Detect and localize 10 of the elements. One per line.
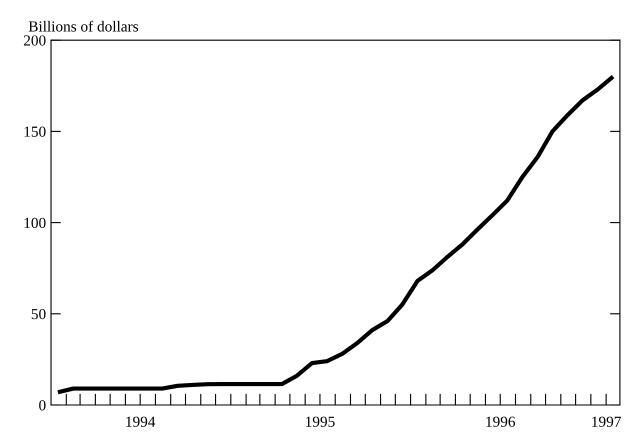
y-tick-label: 50 — [32, 308, 46, 320]
x-tick-label: 1995 — [306, 416, 335, 427]
x-tick-label: 1996 — [486, 416, 516, 427]
x-tick-label: 1994 — [126, 416, 156, 427]
y-axis-title: Billions of dollars — [28, 20, 138, 32]
y-tick-label: 100 — [24, 218, 46, 228]
y-tick-label: 0 — [39, 400, 46, 410]
y-tick-label: 150 — [24, 126, 46, 137]
x-tick-label: 1997 — [592, 416, 621, 427]
y-tick-label: 200 — [24, 35, 46, 46]
